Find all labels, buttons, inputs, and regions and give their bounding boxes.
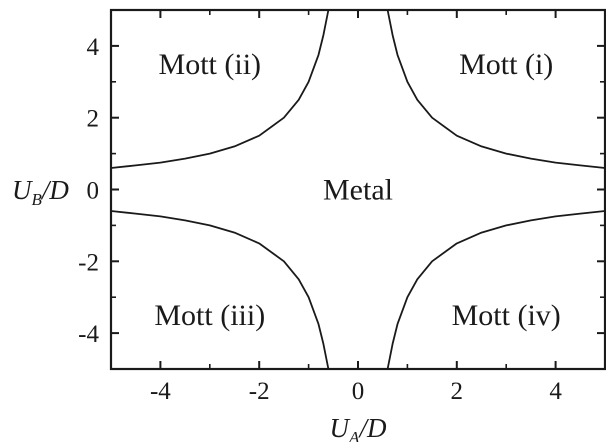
x-axis-label-suffix: /D [357,413,387,442]
x-tick-label-1: -2 [249,378,270,405]
boundary-curve-2 [110,9,330,169]
phase-boundary-curves [110,9,606,370]
region-label-3: Metal [323,174,393,207]
y-tick-label-1: 2 [87,106,100,133]
x-axis-label-sub: A [348,428,360,442]
y-tick-label-0: 4 [87,34,100,61]
y-axis-label-suffix: /D [40,175,70,205]
boundary-curve-4 [386,210,606,370]
tick-labels: -4 -2 0 2 4 4 2 0 -2 -4 [78,34,562,405]
y-tick-label-2: 0 [87,178,100,205]
y-axis-label: UB/D [12,175,69,209]
x-tick-label-0: -4 [150,378,171,405]
x-axis-label: UA/D [330,413,387,442]
region-label-4: Mott (iii) [154,299,265,332]
y-axis-label-sub: B [32,190,43,209]
region-labels: Mott (i) Mott (ii) Metal Mott (iii) Mott (iv… [154,48,560,332]
region-label-1: Mott (i) [459,48,553,81]
x-tick-label-2: 0 [352,378,365,405]
x-tick-label-4: 4 [549,378,562,405]
region-label-5: Mott (iv) [452,299,561,332]
x-axis-label-main: U [330,413,351,442]
boundary-curve-1 [386,9,606,169]
region-label-2: Mott (ii) [159,48,262,81]
y-axis-label-main: U [12,175,33,205]
x-tick-label-3: 2 [451,378,464,405]
axis-ticks [110,9,606,370]
boundary-curve-3 [110,210,330,370]
y-tick-label-3: -2 [78,249,99,276]
y-tick-label-4: -4 [78,321,99,348]
